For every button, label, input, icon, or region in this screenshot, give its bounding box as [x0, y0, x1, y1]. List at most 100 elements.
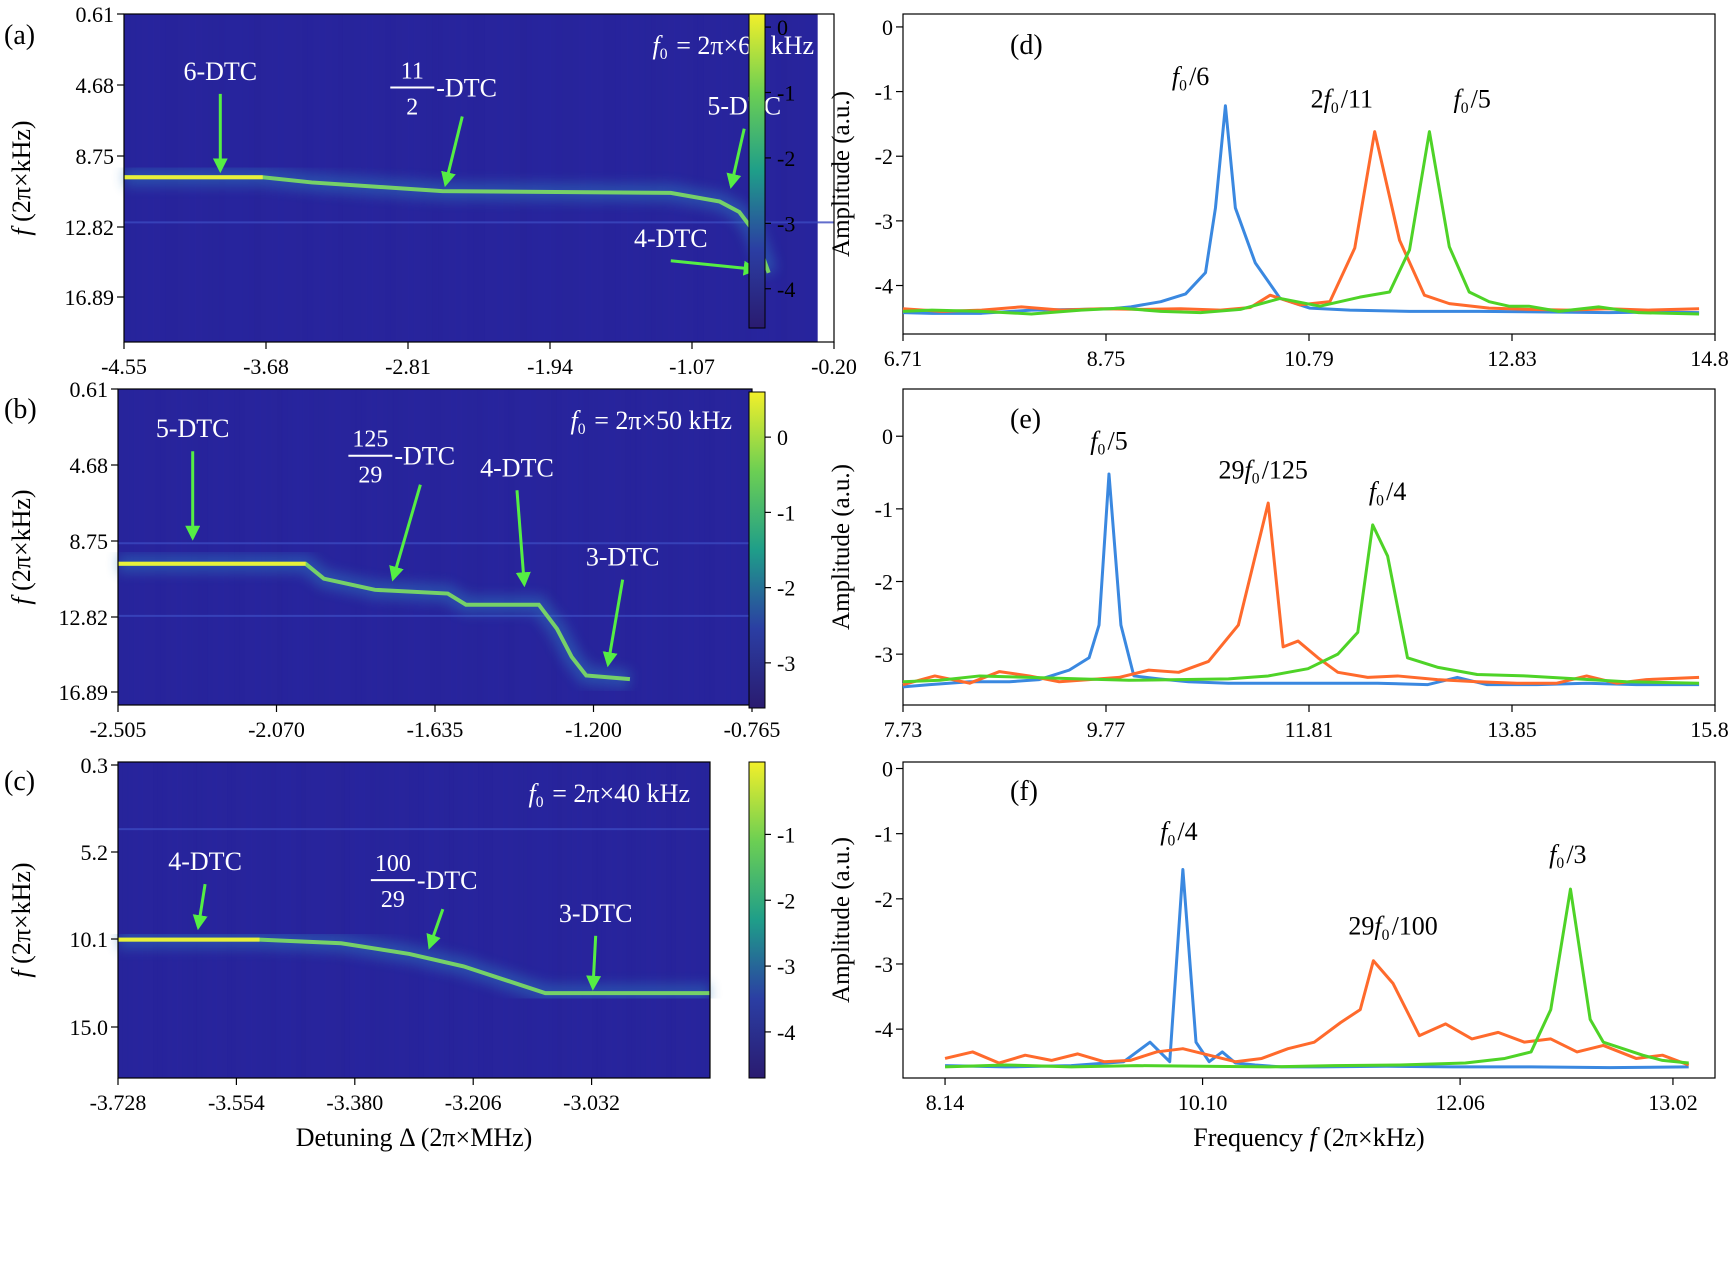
- y-tick-label: 0: [882, 15, 893, 40]
- label-arrow: [515, 490, 531, 588]
- x-tick-label: -2.070: [248, 717, 305, 742]
- label-arrow: [389, 484, 422, 582]
- heatmap-noise: [167, 762, 173, 1078]
- y-tick-label: 8.75: [70, 529, 109, 554]
- heatmap-noise: [745, 14, 752, 342]
- heatmap-noise: [804, 14, 811, 342]
- heatmap-noise: [176, 389, 182, 705]
- colorbar-tick-label: -2: [777, 888, 795, 913]
- heatmap-noise: [552, 762, 558, 1078]
- heatmap-noise: [490, 14, 498, 342]
- heatmap-noise: [271, 389, 277, 705]
- heatmap-noise: [449, 14, 456, 342]
- heatmap-noise: [419, 389, 425, 705]
- heatmap-noise: [244, 389, 251, 705]
- heatmap-noise: [408, 14, 415, 342]
- heatmap-noise: [144, 389, 151, 705]
- heatmap-noise: [507, 762, 514, 1078]
- heatmap-noise: [260, 389, 267, 705]
- heatmap-noise: [562, 762, 568, 1078]
- heatmap-noise: [218, 389, 225, 705]
- heatmap-noise: [292, 389, 299, 705]
- x-tick-label: 8.14: [926, 1090, 965, 1115]
- x-tick-label: -3.032: [563, 1090, 620, 1115]
- heatmap-noise: [651, 389, 658, 705]
- heatmap-noise: [763, 14, 770, 342]
- colorbar: [748, 761, 766, 1079]
- heatmap-noise: [256, 762, 262, 1078]
- heatmap-noise: [127, 762, 134, 1078]
- heatmap-noise: [455, 14, 462, 342]
- heatmap-noise: [686, 14, 693, 342]
- peak-label: 29f0 /100: [1348, 912, 1437, 944]
- heatmap-noise: [213, 389, 219, 705]
- panel-letter: (e): [1010, 404, 1041, 435]
- heatmap-noise: [157, 762, 163, 1078]
- label-arrow: [586, 935, 602, 991]
- heatmap-noise: [165, 389, 172, 705]
- heatmap-noise: [739, 14, 746, 342]
- heatmap-noise: [693, 389, 700, 705]
- heatmap-noise: [700, 762, 706, 1078]
- panel-letter: (d): [1010, 30, 1043, 61]
- heatmap-noise: [593, 389, 600, 705]
- heatmap-noise: [655, 762, 662, 1078]
- heatmap-noise: [437, 14, 444, 342]
- y-tick-label: -3: [875, 642, 893, 667]
- heatmap-blank-region: [817, 14, 834, 342]
- heatmap-noise: [567, 14, 575, 342]
- x-tick-label: 15.89: [1690, 717, 1728, 742]
- heatmap-noise: [118, 389, 124, 705]
- heatmap-noise: [557, 762, 563, 1078]
- heatmap-noise: [297, 389, 304, 705]
- heatmap-noise: [387, 389, 394, 705]
- heatmap-noise: [350, 389, 357, 705]
- heatmap-noise: [621, 14, 628, 342]
- heatmap-noise: [571, 762, 578, 1078]
- y-tick-label: 12.82: [59, 605, 109, 630]
- series-line-orange: [902, 130, 1700, 313]
- heatmap-noise: [450, 389, 457, 705]
- heatmap-noise: [128, 389, 135, 705]
- heatmap-noise: [147, 762, 154, 1078]
- y-axis-label: Amplitude (a.u.): [828, 91, 855, 257]
- heatmap-noise: [625, 389, 631, 705]
- heatmap-noise: [275, 762, 282, 1078]
- x-tick-label: -3.68: [243, 354, 289, 379]
- heatmap-noise: [526, 14, 533, 342]
- heatmap-noise: [340, 762, 346, 1078]
- heatmap-noise: [741, 389, 748, 705]
- x-tick-label: -0.20: [811, 354, 857, 379]
- heatmap-noise: [705, 762, 711, 1078]
- dtc-label: 6-DTC: [183, 57, 257, 86]
- heatmap-noise: [191, 389, 198, 705]
- heatmap-noise: [591, 762, 598, 1078]
- x-tick-label: -1.200: [565, 717, 622, 742]
- x-tick-label: -3.380: [326, 1090, 383, 1115]
- fraction-denominator: 29: [381, 887, 405, 913]
- heatmap-noise: [603, 14, 610, 342]
- x-tick-label: 12.06: [1435, 1090, 1485, 1115]
- heatmap-noise: [389, 762, 395, 1078]
- plot-frame: [902, 761, 1716, 1079]
- heatmap-noise: [810, 14, 817, 342]
- heatmap-panel-1: -2.505 -2.070 -1.635 -1.200 -0.765 0.61 4.68 8.…: [4, 377, 795, 742]
- heatmap-panel-2: -3.728 -3.554 -3.380 -3.206 -3.032 0.3 5.2 10.1…: [4, 753, 795, 1152]
- y-tick-label: 8.75: [76, 144, 115, 169]
- heatmap-noise: [207, 389, 214, 705]
- heatmap-noise: [503, 389, 510, 705]
- panel-letter: (c): [4, 766, 35, 797]
- heatmap-ridge: [118, 561, 631, 682]
- heatmap-noise: [456, 389, 462, 705]
- y-axis-label: f (2π×kHz): [7, 489, 36, 604]
- heatmap-noise: [662, 14, 669, 342]
- heatmap-noise: [201, 762, 208, 1078]
- colorbar-tick-label: -3: [777, 211, 795, 236]
- heatmap-noise: [429, 389, 436, 705]
- heatmap-noise: [547, 762, 553, 1078]
- dtc-label: 4-DTC: [634, 224, 708, 253]
- fraction-numerator: 100: [375, 851, 411, 877]
- heatmap-noise: [471, 389, 478, 705]
- heatmap-noise: [320, 762, 326, 1078]
- heatmap-noise: [445, 389, 452, 705]
